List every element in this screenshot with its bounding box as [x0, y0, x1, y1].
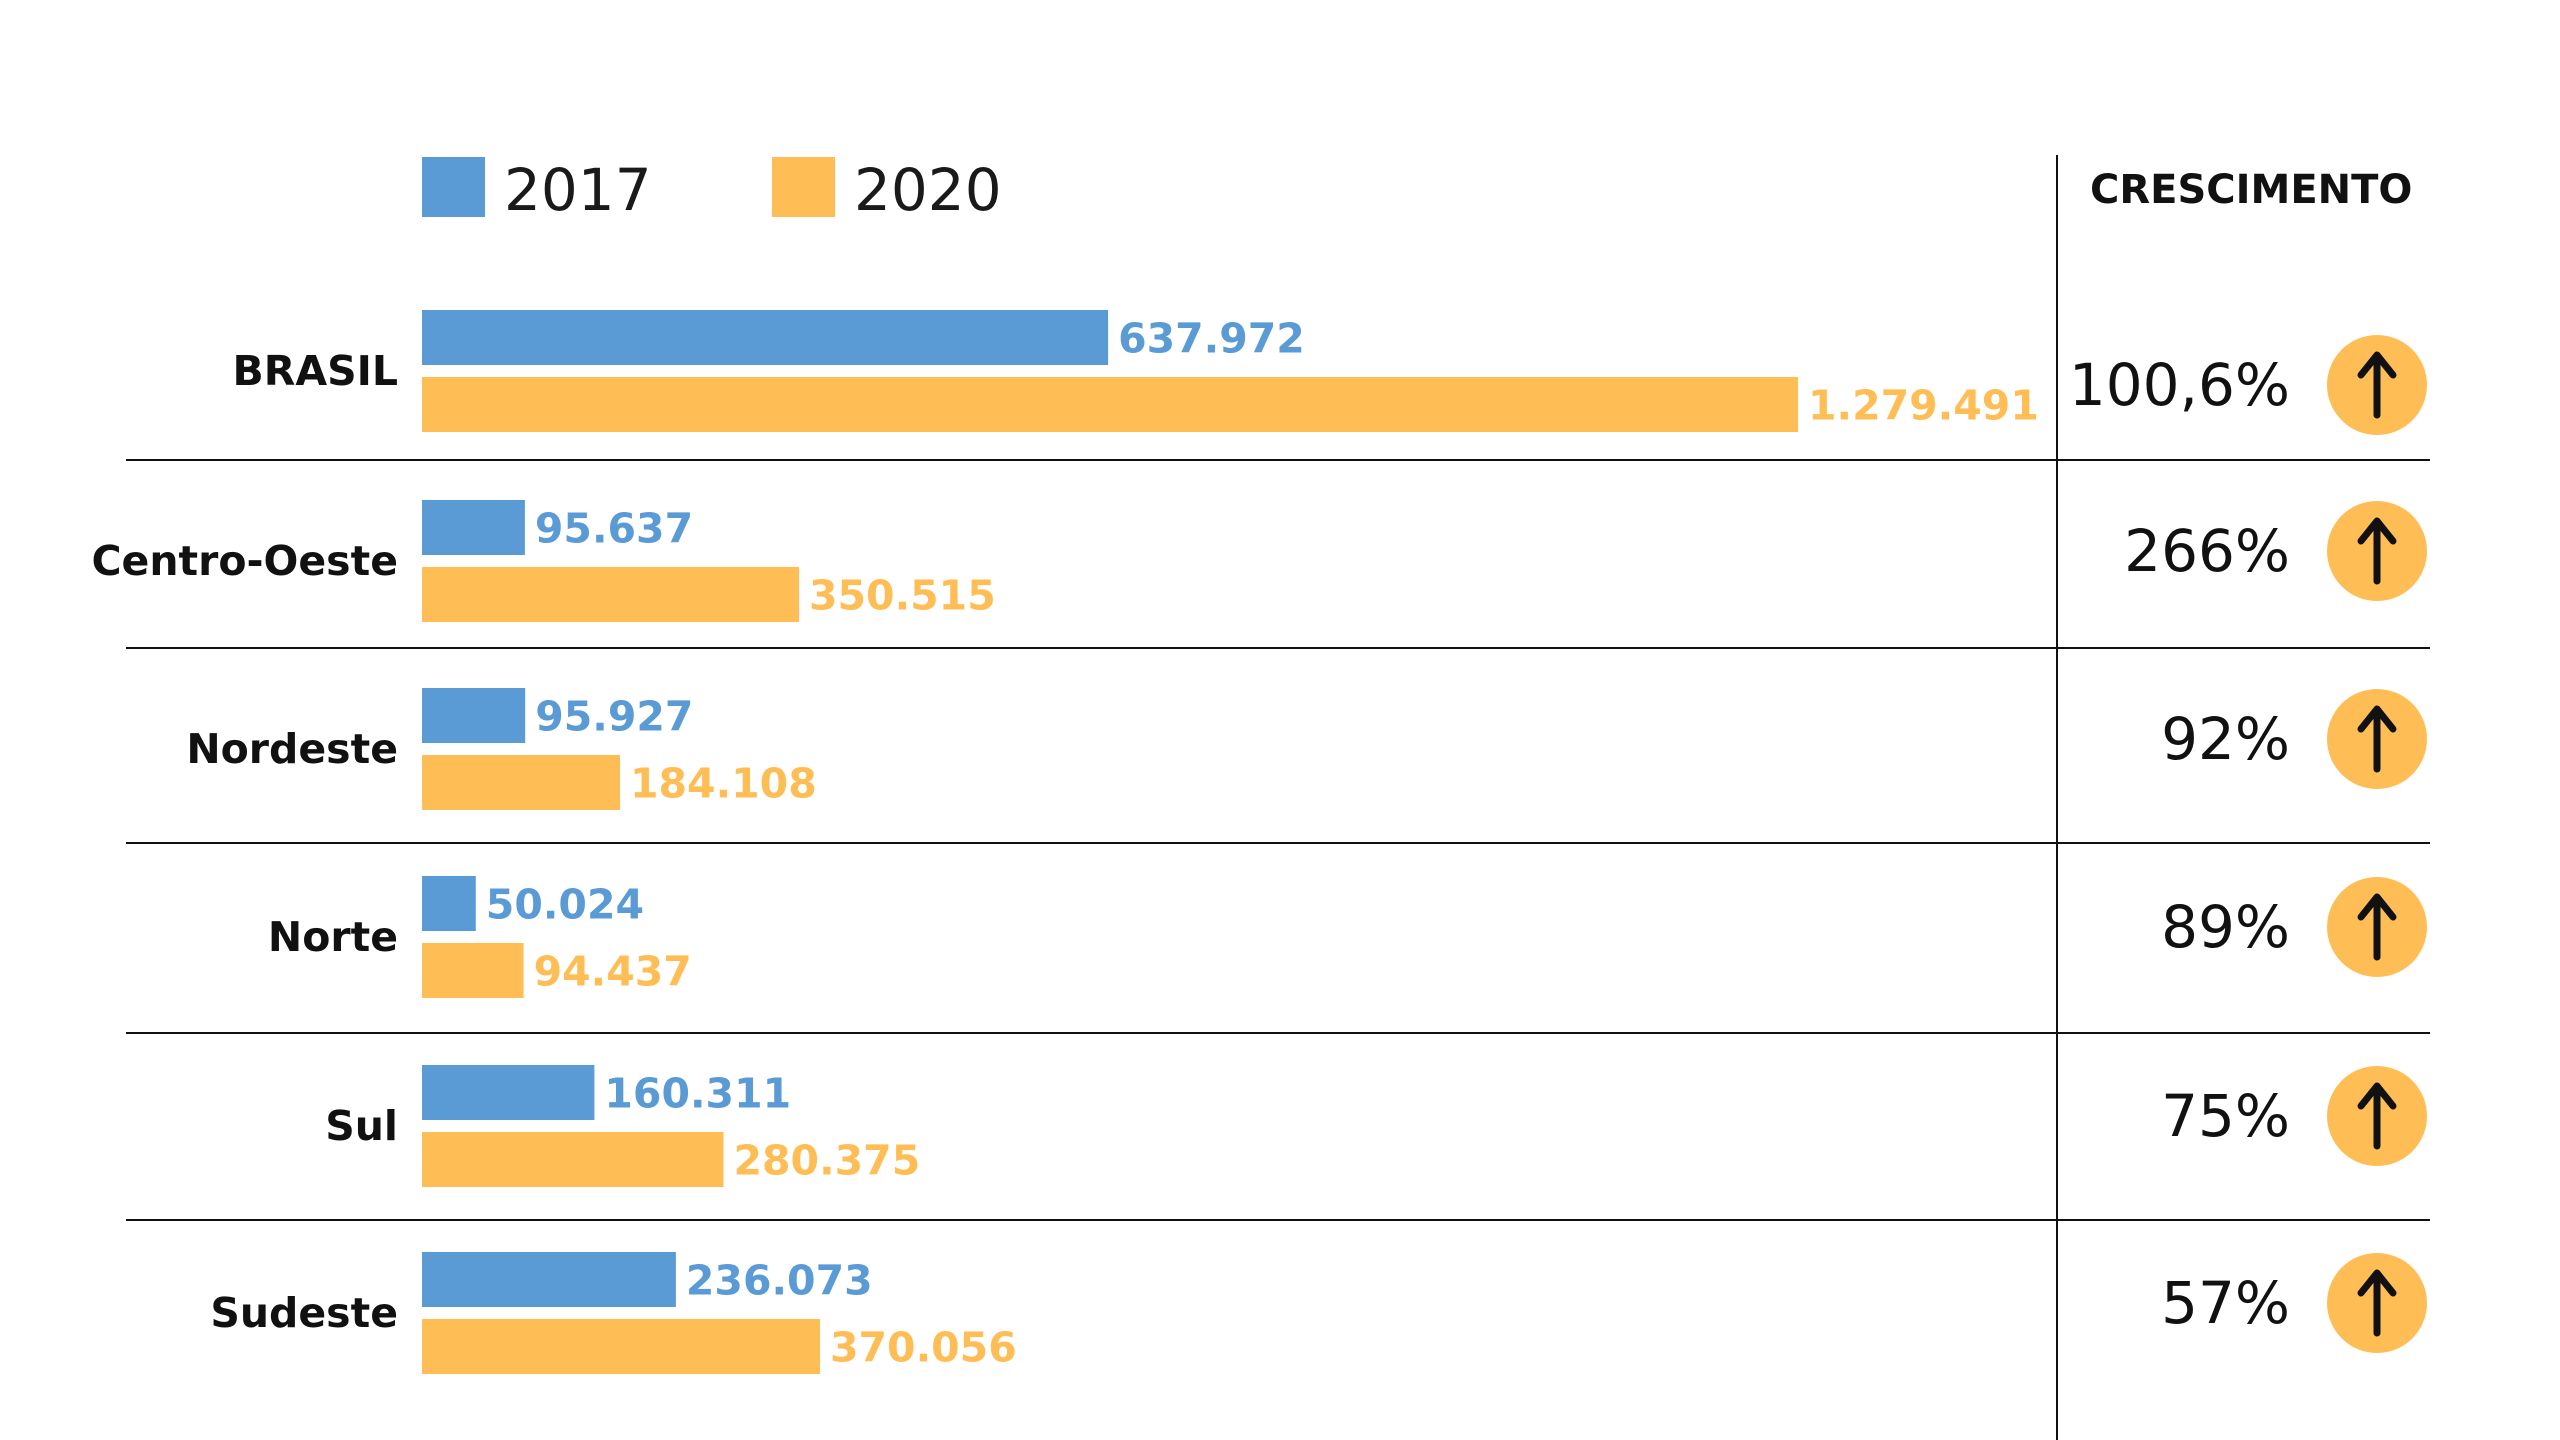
bar-2020 [422, 755, 620, 810]
row-norte: Norte 50.024 94.437 89% [268, 876, 2427, 998]
bar-2020 [422, 943, 524, 998]
category-label: BRASIL [233, 347, 398, 395]
arrow-up-icon [2327, 1066, 2427, 1166]
value-label-2020: 1.279.491 [1808, 382, 2039, 430]
bar-2017 [422, 500, 525, 555]
arrow-up-icon [2327, 501, 2427, 601]
category-label: Centro-Oeste [91, 537, 398, 585]
row-sul: Sul 160.311 280.375 75% [325, 1065, 2427, 1187]
bar-2017 [422, 1252, 676, 1307]
value-label-2020: 370.056 [830, 1324, 1017, 1372]
legend: 2017 2020 [422, 156, 1002, 224]
growth-value: 100,6% [2069, 351, 2290, 419]
bar-2017 [422, 688, 526, 743]
category-label: Sudeste [210, 1289, 398, 1337]
value-label-2017: 160.311 [604, 1070, 791, 1118]
growth-value: 266% [2124, 517, 2290, 585]
arrow-up-icon [2327, 335, 2427, 435]
bar-2020 [422, 1319, 820, 1374]
value-label-2020: 280.375 [734, 1137, 921, 1185]
growth-value: 92% [2161, 705, 2290, 773]
bar-2020 [422, 1132, 724, 1187]
value-label-2017: 95.927 [535, 693, 693, 741]
value-label-2020: 94.437 [534, 948, 692, 996]
bar-2020 [422, 567, 799, 622]
legend-swatch-2017 [422, 157, 485, 217]
bar-2020 [422, 377, 1798, 432]
category-label: Sul [325, 1102, 398, 1150]
value-label-2017: 236.073 [686, 1257, 873, 1305]
legend-label-2020: 2020 [854, 156, 1002, 224]
growth-value: 89% [2161, 893, 2290, 961]
bar-2017 [422, 1065, 595, 1120]
bar-2017 [422, 876, 476, 931]
value-label-2020: 184.108 [630, 760, 817, 808]
arrow-up-icon [2327, 689, 2427, 789]
growth-column-header: CRESCIMENTO [2090, 167, 2412, 213]
value-label-2017: 637.972 [1118, 315, 1305, 363]
value-label-2020: 350.515 [809, 572, 996, 620]
category-label: Nordeste [186, 725, 398, 773]
legend-label-2017: 2017 [504, 156, 652, 224]
legend-swatch-2020 [772, 157, 835, 217]
row-brasil: BRASIL 637.972 1.279.491 100,6% [233, 310, 2427, 435]
category-label: Norte [268, 913, 398, 961]
row-nordeste: Nordeste 95.927 184.108 92% [186, 688, 2427, 810]
growth-value: 57% [2161, 1269, 2290, 1337]
bar-2017 [422, 310, 1109, 365]
value-label-2017: 50.024 [486, 881, 644, 929]
row-sudeste: Sudeste 236.073 370.056 57% [210, 1252, 2427, 1374]
arrow-up-icon [2327, 877, 2427, 977]
arrow-up-icon [2327, 1253, 2427, 1353]
value-label-2017: 95.637 [535, 505, 693, 553]
growth-value: 75% [2161, 1082, 2290, 1150]
row-centro-oeste: Centro-Oeste 95.637 350.515 266% [91, 500, 2427, 622]
chart-rows: BRASIL 637.972 1.279.491 100,6% Centro-Oeste… [91, 310, 2430, 1374]
